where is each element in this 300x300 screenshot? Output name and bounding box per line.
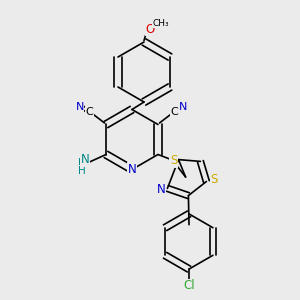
Text: H: H <box>78 158 86 169</box>
Text: H: H <box>78 166 86 176</box>
Text: S: S <box>170 154 177 167</box>
Text: N: N <box>179 102 188 112</box>
Text: S: S <box>210 172 218 186</box>
Text: N: N <box>81 153 89 167</box>
Text: O: O <box>146 23 154 36</box>
Text: Cl: Cl <box>183 279 195 292</box>
Text: C: C <box>85 107 93 117</box>
Text: N: N <box>128 163 136 176</box>
Text: N: N <box>75 102 84 112</box>
Text: N: N <box>157 183 166 196</box>
Text: CH₃: CH₃ <box>152 19 169 28</box>
Text: C: C <box>171 107 178 117</box>
